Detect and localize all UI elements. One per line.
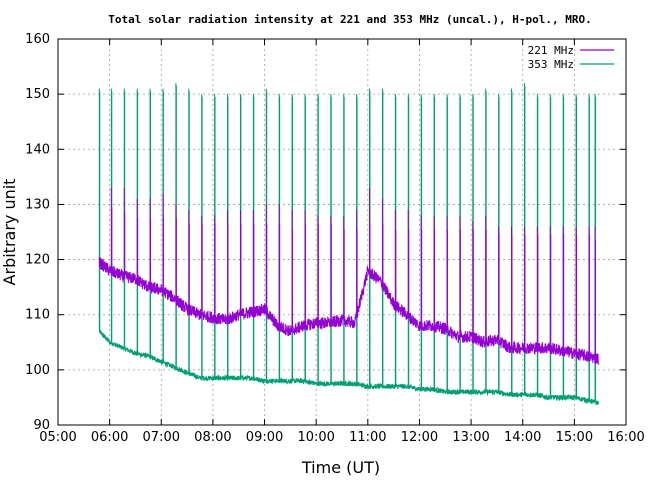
series-line-353-mhz — [98, 83, 599, 406]
y-tick-label: 160 — [25, 32, 50, 47]
x-tick-label: 15:00 — [556, 430, 593, 445]
series-lines — [98, 83, 599, 406]
x-tick-label: 13:00 — [452, 430, 489, 445]
legend: 221 MHz 353 MHz — [528, 44, 614, 71]
x-tick-label: 10:00 — [297, 430, 334, 445]
legend-label-221: 221 MHz — [528, 44, 574, 57]
x-axis-label: Time (UT) — [301, 458, 380, 477]
y-tick-label: 110 — [25, 308, 50, 323]
y-tick-label: 150 — [25, 87, 50, 102]
y-tick-label: 130 — [25, 197, 50, 212]
y-axis-label: Arbitrary unit — [0, 179, 19, 286]
legend-label-353: 353 MHz — [528, 58, 574, 71]
x-tick-label: 05:00 — [39, 430, 76, 445]
y-tick-label: 100 — [25, 363, 50, 378]
x-tick-label: 11:00 — [349, 430, 386, 445]
y-tick-label: 140 — [25, 142, 50, 157]
x-tick-label: 06:00 — [91, 430, 128, 445]
series-line-221-mhz — [98, 187, 599, 365]
y-tick-label: 120 — [25, 253, 50, 268]
x-tick-label: 09:00 — [246, 430, 283, 445]
x-tick-label: 07:00 — [143, 430, 180, 445]
x-tick-label: 12:00 — [401, 430, 438, 445]
y-tick-labels: 90 100 110 120 130 140 150 160 — [25, 32, 626, 433]
x-tick-label: 14:00 — [504, 430, 541, 445]
x-tick-label: 08:00 — [194, 430, 231, 445]
plot-frame — [57, 38, 627, 426]
chart-title: Total solar radiation intensity at 221 a… — [108, 13, 591, 26]
x-tick-labels: 05:00 06:00 07:00 08:00 09:00 10:00 11:00 12:00… — [39, 39, 645, 445]
y-tick-label: 90 — [33, 418, 50, 433]
grid — [58, 39, 626, 425]
x-tick-label: 16:00 — [607, 430, 644, 445]
